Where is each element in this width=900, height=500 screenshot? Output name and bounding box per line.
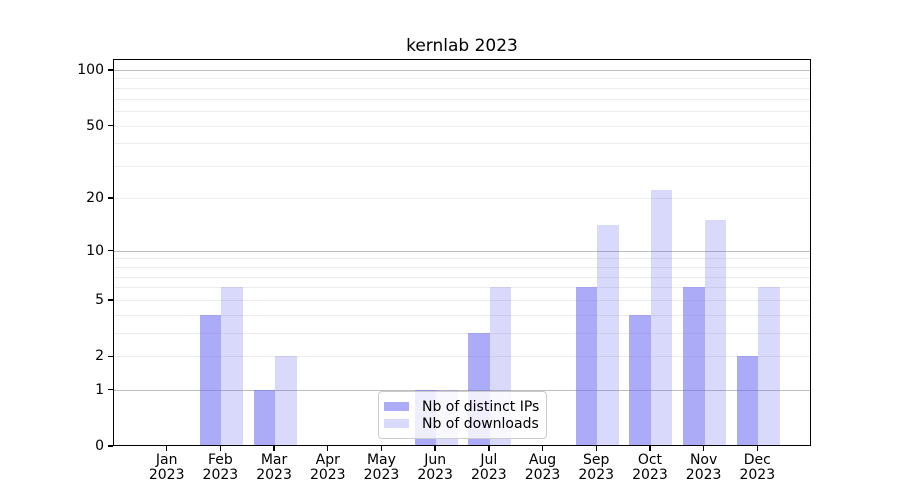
y-axis-tick [108,355,113,358]
x-tick-label: Jun 2023 [417,452,453,483]
y-axis-tick [108,124,113,127]
x-axis-tick [488,446,490,451]
x-tick-label: May 2023 [363,452,400,483]
x-axis-tick [219,446,222,451]
x-tick-label: Mar 2023 [256,452,292,483]
x-axis-tick [380,446,383,451]
gridline-minor [114,110,810,112]
y-axis-tick [108,249,113,252]
y-tick-label: 20 [86,189,104,206]
y-axis-tick [108,388,113,391]
legend-label-distinct-ips: Nb of distinct IPs [422,398,540,415]
gridline-minor [114,78,810,80]
bar-downloads-mar [275,356,297,445]
gridline-minor [114,125,810,127]
x-tick-label: Aug 2023 [524,452,561,483]
x-tick-label: Nov 2023 [685,452,722,483]
x-axis-tick [273,446,275,451]
gridline-major [114,389,810,391]
legend-swatch-downloads-icon [384,418,409,429]
x-tick-label: Dec 2023 [739,452,776,483]
gridline-minor [114,299,810,301]
y-tick-label: 50 [86,117,104,134]
x-axis-tick [165,446,168,451]
gridline-minor [114,314,810,316]
y-axis-tick [108,197,113,199]
chart-title: kernlab 2023 [406,36,518,56]
bar-distinct-ips-mar [253,389,276,445]
y-tick-label: 10 [86,242,104,259]
gridline-minor [114,258,810,260]
gridline-minor [114,143,810,145]
gridline-minor [114,166,810,168]
bar-downloads-sep [597,225,619,445]
bar-distinct-ips-oct [629,314,651,445]
x-axis-tick [434,446,436,451]
gridline-major [114,250,810,252]
y-tick-label: 1 [95,381,104,398]
bar-downloads-dec [758,287,780,445]
gridline-minor [114,98,810,100]
y-tick-label: 5 [95,291,104,308]
x-tick-label: Sep 2023 [578,452,615,483]
legend-label-downloads: Nb of downloads [422,415,539,432]
x-axis-tick [756,446,758,451]
x-axis-tick [541,446,544,451]
legend-swatch-distinct-ips-icon [384,401,409,412]
legend-item-downloads: Nb of downloads [384,415,539,432]
x-tick-label: Feb 2023 [202,452,239,483]
gridline-minor [114,287,810,289]
y-tick-label: 2 [95,348,104,365]
x-axis-tick [702,446,705,451]
bar-downloads-nov [704,220,727,445]
x-tick-label: Jan 2023 [148,452,185,483]
gridline-minor [114,266,810,268]
bar-distinct-ips-feb [199,314,222,445]
gridline-minor [114,276,810,278]
x-tick-label: Apr 2023 [309,452,346,483]
gridline-minor [114,356,810,358]
y-tick-label: 100 [77,61,104,78]
gridline-minor [114,197,810,199]
bar-distinct-ips-sep [575,287,598,445]
gridline-major [114,69,810,71]
gridline-minor [114,333,810,335]
y-axis-tick [108,445,113,447]
bar-downloads-feb [221,287,243,445]
legend-item-distinct-ips: Nb of distinct IPs [384,398,540,415]
bar-distinct-ips-dec [736,356,759,445]
bar-downloads-oct [650,190,673,445]
x-tick-label: Jul 2023 [471,452,507,483]
x-axis-tick [327,446,329,451]
x-axis-tick [649,446,651,451]
y-tick-label: 0 [95,438,104,454]
plot-area [113,59,811,446]
legend: Nb of distinct IPs Nb of downloads [378,391,547,439]
y-axis-tick [108,69,113,71]
x-tick-label: Oct 2023 [632,452,668,483]
bar-distinct-ips-nov [683,287,705,445]
x-axis-tick [595,446,597,451]
y-axis-tick [108,299,113,301]
gridline-minor [114,87,810,89]
